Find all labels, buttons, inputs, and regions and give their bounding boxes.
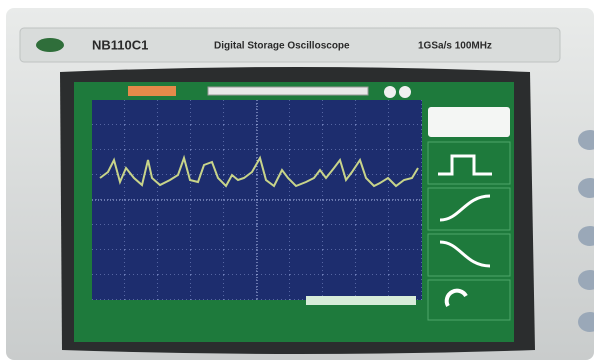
oscilloscope-photo: NB110C1 Digital Storage Oscilloscope 1GS… xyxy=(0,0,594,360)
indicator xyxy=(399,86,411,98)
indicator xyxy=(384,86,396,98)
menu-button[interactable] xyxy=(428,280,510,320)
logo xyxy=(36,38,64,52)
menu-button[interactable] xyxy=(428,107,510,137)
spec-label: 1GSa/s 100MHz xyxy=(418,41,492,52)
model-label: NB110C1 xyxy=(92,37,148,52)
menu-button[interactable] xyxy=(428,188,510,230)
menu-button[interactable] xyxy=(428,142,510,184)
trigger-status xyxy=(128,86,176,96)
frequency-box xyxy=(306,296,416,305)
memory-bar xyxy=(208,87,368,95)
page: {"header": {"model": "NB110C1", "title":… xyxy=(0,0,594,360)
device-title: Digital Storage Oscilloscope xyxy=(214,41,350,52)
menu-button[interactable] xyxy=(428,234,510,276)
status-bar xyxy=(92,306,422,336)
